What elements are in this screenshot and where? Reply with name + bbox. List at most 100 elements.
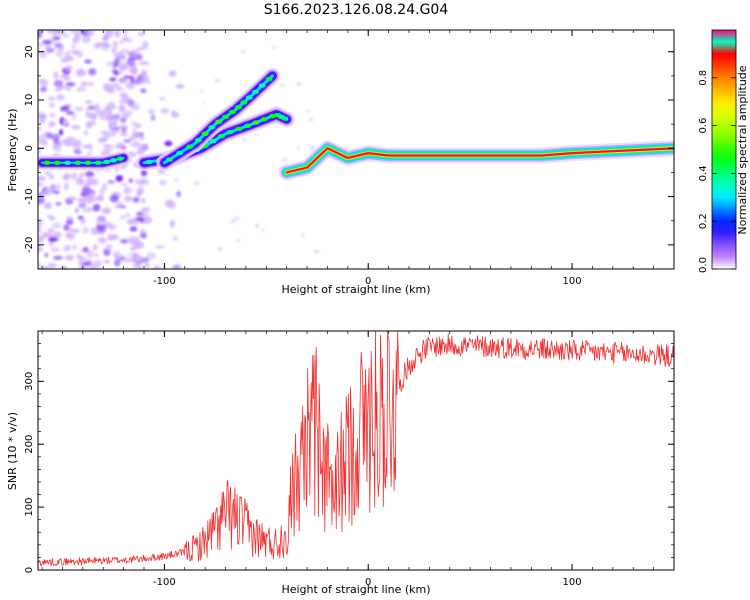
noise-blob xyxy=(38,262,41,268)
noise-blob xyxy=(65,87,72,91)
noise-blob xyxy=(123,187,133,194)
noise-blob xyxy=(39,50,47,59)
y-tick-label: 200 xyxy=(24,435,35,454)
noise-blob xyxy=(301,233,305,237)
noise-blob xyxy=(167,204,177,209)
noise-blob xyxy=(46,48,55,53)
noise-blob xyxy=(52,30,58,37)
noise-blob xyxy=(44,252,49,258)
noise-blob xyxy=(173,202,177,205)
noise-blob xyxy=(116,87,125,92)
noise-blob xyxy=(92,203,101,212)
noise-blob xyxy=(101,207,112,214)
colorbar-tick-label: 0.6 xyxy=(698,118,709,134)
noise-blob xyxy=(82,262,92,266)
x-tick-label: -100 xyxy=(153,577,176,588)
noise-blob xyxy=(118,104,126,113)
noise-blob xyxy=(141,169,148,177)
noise-blob xyxy=(112,60,119,69)
noise-blob xyxy=(70,142,78,148)
noise-blob xyxy=(109,194,119,203)
noise-blob xyxy=(314,249,320,254)
noise-blob xyxy=(140,60,148,66)
snr-y-axis-label: SNR (10 * v/v) xyxy=(6,412,19,490)
noise-blob xyxy=(114,85,121,89)
noise-blob xyxy=(174,178,179,182)
noise-blob xyxy=(74,33,81,38)
snr-y-ticks: 0 100 200 300 xyxy=(24,330,674,573)
noise-blob xyxy=(74,207,80,214)
noise-blob xyxy=(42,191,52,196)
track-hotspot xyxy=(209,138,217,144)
noise-blob xyxy=(42,40,52,44)
noise-blob xyxy=(273,45,276,50)
noise-blob xyxy=(129,75,135,84)
noise-blob xyxy=(107,105,117,109)
noise-blob xyxy=(53,36,61,41)
noise-blob xyxy=(46,30,51,34)
noise-blob xyxy=(172,235,178,242)
noise-blob xyxy=(75,68,86,77)
noise-blob xyxy=(82,144,92,149)
noise-blob xyxy=(128,178,134,183)
y-tick-label: 20 xyxy=(24,45,35,58)
noise-blob xyxy=(83,59,92,64)
noise-blob xyxy=(78,255,84,263)
noise-blob xyxy=(80,218,86,225)
noise-blob xyxy=(194,181,200,185)
noise-blob xyxy=(99,187,104,196)
noise-blob xyxy=(38,223,42,230)
noise-blob xyxy=(64,139,72,147)
noise-blob xyxy=(38,30,43,39)
colorbar-frame xyxy=(711,29,737,270)
noise-blob xyxy=(131,132,142,139)
noise-blob xyxy=(83,130,89,136)
noise-blob xyxy=(146,79,151,84)
noise-blob xyxy=(38,181,41,188)
noise-blob xyxy=(138,242,145,249)
noise-blob xyxy=(171,110,177,118)
noise-blob xyxy=(119,215,127,220)
noise-blob xyxy=(67,196,78,201)
noise-blob xyxy=(140,257,150,263)
noise-blob xyxy=(123,37,133,43)
noise-blob xyxy=(50,247,61,252)
noise-blob xyxy=(48,240,54,248)
noise-blob xyxy=(141,45,147,50)
noise-blob xyxy=(62,33,70,38)
colorbar-tick-label: 0.2 xyxy=(698,213,709,229)
noise-blob xyxy=(51,222,62,229)
noise-blob xyxy=(74,106,84,112)
noise-blob xyxy=(140,88,147,94)
x-tick-label: 100 xyxy=(563,276,582,287)
noise-blob xyxy=(82,226,89,234)
noise-blob xyxy=(200,89,204,93)
track-hotspot xyxy=(222,114,230,120)
noise-blob xyxy=(96,194,104,202)
track-hotspot xyxy=(234,105,242,110)
noise-blob xyxy=(99,130,110,135)
track-hotspot xyxy=(217,134,225,139)
noise-blob xyxy=(172,264,182,269)
noise-blob xyxy=(120,183,128,187)
noise-blob xyxy=(46,214,52,219)
track-hotspot xyxy=(43,160,51,165)
noise-blob xyxy=(53,79,64,88)
track-hotspot xyxy=(186,144,194,149)
noise-blob xyxy=(53,71,59,80)
noise-blob xyxy=(47,263,57,269)
noise-blob xyxy=(106,61,114,67)
noise-blob xyxy=(131,141,142,148)
noise-blob xyxy=(67,49,72,54)
noise-blob xyxy=(66,232,75,240)
noise-blob xyxy=(65,53,71,62)
noise-blob xyxy=(155,244,165,249)
noise-blob xyxy=(38,228,42,234)
noise-blob xyxy=(52,142,59,151)
noise-blob xyxy=(96,224,107,231)
noise-blob xyxy=(126,218,136,225)
heatmap-y-ticks: -20 -10 0 10 20 xyxy=(24,45,674,270)
noise-blob xyxy=(113,114,120,121)
noise-blob xyxy=(241,50,245,54)
noise-blob xyxy=(159,96,166,101)
